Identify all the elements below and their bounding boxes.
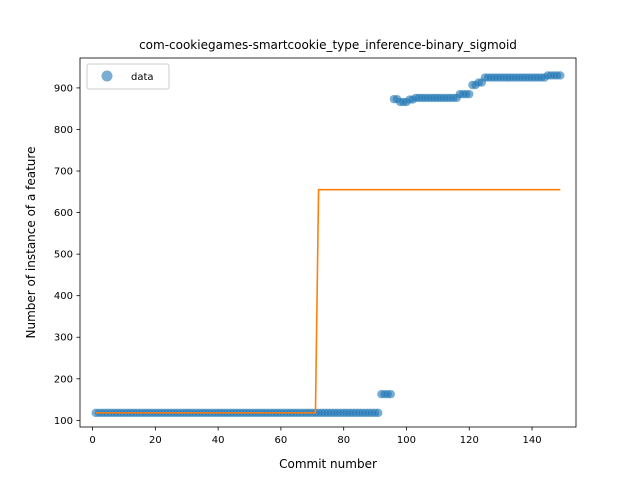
x-tick-label: 140 <box>523 435 542 446</box>
data-point <box>465 89 474 99</box>
y-tick-label: 200 <box>54 374 73 385</box>
y-tick-label: 900 <box>54 83 73 94</box>
y-tick-label: 600 <box>54 208 73 219</box>
legend: data <box>86 63 170 90</box>
plot-area <box>91 71 565 418</box>
data-point <box>374 408 383 418</box>
x-tick-label: 40 <box>212 435 225 446</box>
y-tick-label: 500 <box>54 250 73 261</box>
y-tick-label: 800 <box>54 125 73 136</box>
fit-line <box>95 188 561 414</box>
y-tick-label: 100 <box>54 416 73 427</box>
y-axis: 100 200 300 400 500 600 700 800 900 <box>54 83 80 427</box>
axes-frame <box>79 57 577 428</box>
y-axis-label: Number of instance of a feature <box>24 147 38 339</box>
data-point <box>556 71 565 80</box>
x-tick-label: 120 <box>460 435 479 446</box>
y-tick-label: 700 <box>54 167 73 178</box>
y-tick-label: 400 <box>54 291 73 302</box>
legend-box <box>86 63 170 90</box>
x-axis-label: Commit number <box>279 457 377 471</box>
legend-marker-data <box>101 70 113 82</box>
x-tick-label: 0 <box>89 435 95 446</box>
y-tick-label: 300 <box>54 333 73 344</box>
x-axis: 0 20 40 60 80 100 120 140 <box>89 427 542 446</box>
x-tick-label: 60 <box>275 435 288 446</box>
x-tick-label: 80 <box>337 435 350 446</box>
chart-title: com-cookiegames-smartcookie_type_inferen… <box>139 38 517 52</box>
legend-label-data: data <box>131 72 154 83</box>
x-tick-label: 100 <box>397 435 416 446</box>
data-point <box>386 389 395 399</box>
x-tick-label: 20 <box>149 435 162 446</box>
